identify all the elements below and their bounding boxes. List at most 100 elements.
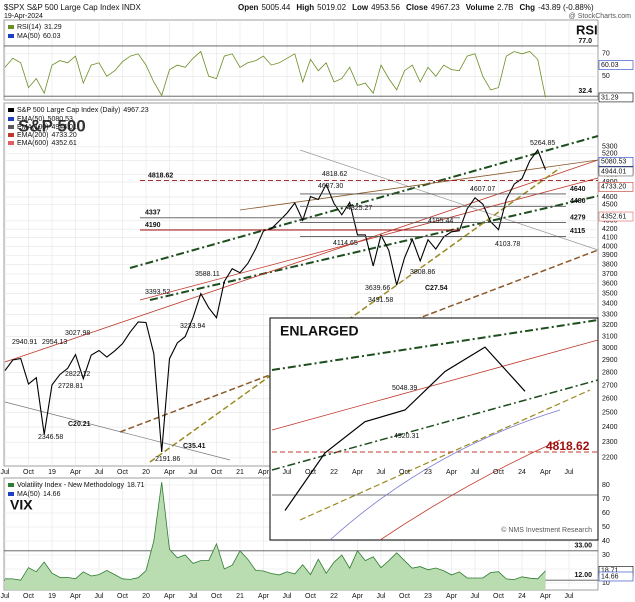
legend-entry: S&P 500 Large Cap Index (Daily) 4967.23: [17, 107, 149, 114]
y-tick-label: 4000: [602, 243, 618, 250]
value-box: [598, 166, 634, 177]
y-tick-label: 3100: [602, 333, 618, 340]
legend-value: 4944.01: [52, 124, 77, 131]
legend-entry: MA(50) 60.03: [17, 33, 61, 40]
x-tick-label: Apr: [352, 593, 364, 600]
y-tick-label: 3800: [602, 261, 618, 268]
legend-entry: MA(50) 14.66: [17, 491, 61, 498]
y-tick-label: 3200: [602, 322, 618, 329]
x-tick-label: Apr: [70, 593, 82, 600]
legend-name: S&P 500 Large Cap Index (Daily): [17, 107, 120, 114]
y-tick-label: 3600: [602, 281, 618, 288]
y-tick-label: 3700: [602, 271, 618, 278]
level-label: 33.00: [574, 543, 592, 550]
point-label: 4637.30: [318, 183, 343, 190]
x-tick-label: Apr: [446, 593, 458, 600]
point-label: 3233.94: [180, 323, 205, 330]
x-tick-label: 22: [330, 593, 338, 600]
y-tick-label: 50: [602, 524, 610, 531]
point-label: 4195.44: [428, 218, 453, 225]
legend-swatch: [8, 125, 14, 129]
value-box: [598, 182, 634, 192]
x-tick-label: Apr: [258, 593, 270, 600]
quote-value: 5005.44: [261, 3, 290, 12]
x-tick-label: Jul: [1, 593, 10, 600]
quote: Open 5005.44 High 5019.02 Low 4953.56 Close 496…: [238, 3, 594, 12]
y-tick-label: 4600: [602, 194, 618, 201]
x-tick-label: Oct: [117, 593, 128, 600]
credit: © NMS Investment Research: [501, 526, 592, 534]
level-label: 4115: [570, 228, 585, 235]
x-tick-label: Oct: [493, 469, 504, 476]
line: [4, 148, 547, 453]
y-tick-label: 5200: [602, 150, 618, 157]
x-tick-label: Jul: [189, 593, 198, 600]
legend-entry: RSI(14) 31.29: [17, 24, 62, 31]
legend-swatch: [8, 25, 14, 29]
legend-swatch: [8, 133, 14, 137]
y-tick-label: 30: [602, 552, 610, 559]
panel-title: VIX: [10, 497, 33, 513]
quote-label: Close: [406, 3, 428, 12]
legend-swatch: [8, 141, 14, 145]
legend-value: 60.03: [43, 33, 61, 40]
y-tick-label: 2800: [602, 369, 618, 376]
x-tick-label: Jul: [95, 469, 104, 476]
legend-name: MA(50): [17, 491, 40, 498]
x-tick-label: Jul: [283, 593, 292, 600]
point-label: 2346.58: [38, 434, 63, 441]
trend-line: [239, 159, 599, 211]
y-tick-label: 70: [602, 51, 610, 58]
level-label: 4640: [570, 186, 586, 193]
value-box: [598, 211, 634, 222]
x-tick-label: 22: [330, 469, 338, 476]
x-tick-label: Apr: [164, 593, 176, 600]
legend-entry: EMA(100) 4944.01: [17, 124, 77, 131]
value-box: [598, 571, 634, 582]
panel-title: S&P 500: [18, 116, 86, 135]
x-tick-label: Apr: [164, 469, 176, 476]
x-tick-label: 19: [48, 593, 56, 600]
annotation: C27.54: [425, 285, 448, 292]
legend-swatch: [8, 34, 14, 38]
legend-swatch: [8, 483, 14, 487]
y-tick-label: 70: [602, 496, 610, 503]
x-tick-label: Jul: [189, 469, 198, 476]
value-box-label: 18.71: [601, 568, 619, 575]
y-tick-label: 60: [602, 510, 610, 517]
x-tick-label: Oct: [399, 593, 410, 600]
x-tick-label: Jul: [565, 469, 574, 476]
quote-label: Open: [238, 3, 259, 12]
legend-value: 31.29: [44, 24, 62, 31]
x-tick-label: 20: [142, 593, 150, 600]
area: [5, 482, 546, 590]
y-tick-label: 2200: [602, 455, 618, 462]
y-tick-label: 10: [602, 580, 610, 587]
legend-value: 4967.23: [123, 107, 148, 114]
value-box-label: 4733.20: [601, 184, 626, 191]
level-label: 4337: [145, 210, 161, 217]
legend-name: RSI(14): [17, 24, 41, 31]
legend-name: EMA(200): [17, 132, 49, 139]
point-label: 3393.52: [145, 289, 170, 296]
y-tick-label: 40: [602, 538, 610, 545]
y-tick-label: 5300: [602, 144, 618, 151]
legend-swatch: [8, 108, 14, 112]
legend-value: 4352.61: [52, 140, 77, 147]
value-box: [598, 92, 634, 103]
point-label: 4103.78: [495, 241, 520, 248]
x-tick-label: Jul: [565, 593, 574, 600]
level-label: 32.4: [578, 88, 592, 95]
level-label: 12.00: [574, 572, 592, 579]
point-label: 2954.13: [42, 339, 67, 346]
x-tick-label: 23: [424, 469, 432, 476]
rsi-panel: [3, 19, 599, 101]
y-tick-label: 50: [602, 73, 610, 80]
quote-value: 2.7B: [497, 3, 513, 12]
trend-line: [299, 149, 599, 251]
trend-line: [149, 167, 561, 463]
legend-swatch: [8, 492, 14, 496]
value-box: [598, 60, 634, 70]
legend-value: 18.71: [127, 482, 145, 489]
